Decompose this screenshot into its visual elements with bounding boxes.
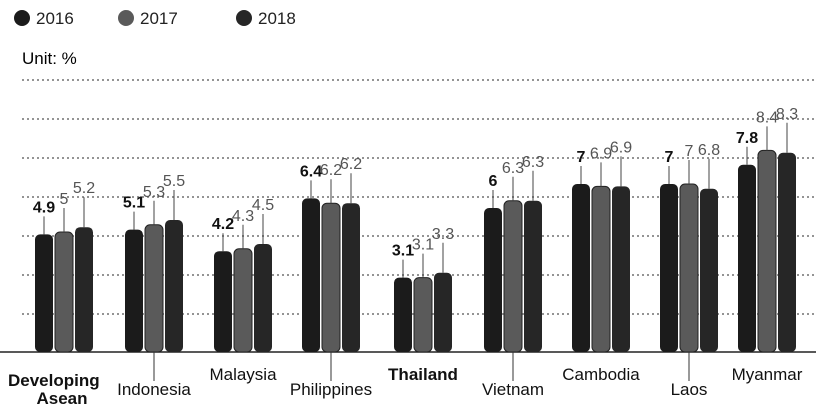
category-label: Indonesia [117, 380, 191, 399]
value-label: 6.4 [300, 163, 322, 180]
bar [214, 251, 232, 352]
bar [254, 244, 272, 352]
category-label: Laos [671, 380, 708, 399]
value-label: 6.8 [698, 142, 720, 159]
value-label: 8.4 [756, 109, 778, 126]
value-label: 5 [60, 191, 69, 208]
bar [524, 200, 542, 352]
category-label: Developing [8, 371, 100, 390]
bar [394, 277, 412, 352]
bar [125, 229, 143, 352]
bar [413, 277, 433, 353]
value-label: 6.9 [610, 139, 632, 156]
bar [342, 203, 360, 352]
bar [75, 227, 93, 352]
value-label: 6 [489, 173, 498, 190]
value-label: 5.1 [123, 195, 145, 212]
bar [54, 231, 74, 353]
bar [660, 184, 678, 352]
bar [612, 186, 630, 352]
value-label: 3.3 [432, 226, 454, 243]
bar [503, 200, 523, 353]
category-label: Philippines [290, 380, 372, 399]
value-label: 5.3 [143, 184, 165, 201]
bars [35, 149, 796, 353]
value-label: 5.5 [163, 173, 185, 190]
legend-swatch [14, 10, 30, 26]
category-label: Myanmar [732, 365, 803, 384]
bar [591, 185, 611, 353]
bar [778, 152, 796, 352]
bar [434, 272, 452, 352]
category-label: Cambodia [562, 365, 640, 384]
value-label: 7 [665, 149, 674, 166]
value-label: 4.9 [33, 199, 55, 216]
value-label: 6.2 [320, 162, 342, 179]
value-label: 4.3 [232, 208, 254, 225]
bar [35, 234, 53, 352]
value-label: 5.2 [73, 180, 95, 197]
bar [165, 220, 183, 352]
value-label: 6.9 [590, 145, 612, 162]
bar [233, 248, 253, 353]
category-label: Vietnam [482, 380, 544, 399]
legend-label: 2017 [140, 9, 178, 28]
category-label: Thailand [388, 365, 458, 384]
value-label: 7.8 [736, 130, 758, 147]
value-label: 7 [685, 143, 694, 160]
legend-swatch [236, 10, 252, 26]
legend-label: 2016 [36, 9, 74, 28]
bar [484, 208, 502, 352]
bar [321, 202, 341, 353]
value-label: 6.3 [522, 154, 544, 171]
bar [738, 164, 756, 352]
bar [302, 198, 320, 352]
bar [679, 183, 699, 353]
value-label: 3.1 [412, 237, 434, 254]
category-label-line2: Asean [36, 389, 87, 406]
value-label: 8.3 [776, 106, 798, 123]
bar [144, 224, 164, 353]
legend-label: 2018 [258, 9, 296, 28]
bar [572, 184, 590, 352]
category-label: Malaysia [209, 365, 277, 384]
bar [700, 188, 718, 352]
value-labels: 4.9 55.25.15.35.54.24.34.56.46.26.23.13.1… [33, 106, 798, 278]
value-label: 4.2 [212, 216, 234, 233]
value-label: 3.1 [392, 243, 414, 260]
value-label: 4.5 [252, 197, 274, 214]
legend-swatch [118, 10, 134, 26]
value-label: 6.3 [502, 160, 524, 177]
value-label: 6.2 [340, 156, 362, 173]
bar [757, 149, 777, 353]
value-label: 7 [577, 149, 586, 166]
unit-label: Unit: % [22, 49, 77, 68]
legend: 2016 2017 2018 [14, 9, 296, 28]
